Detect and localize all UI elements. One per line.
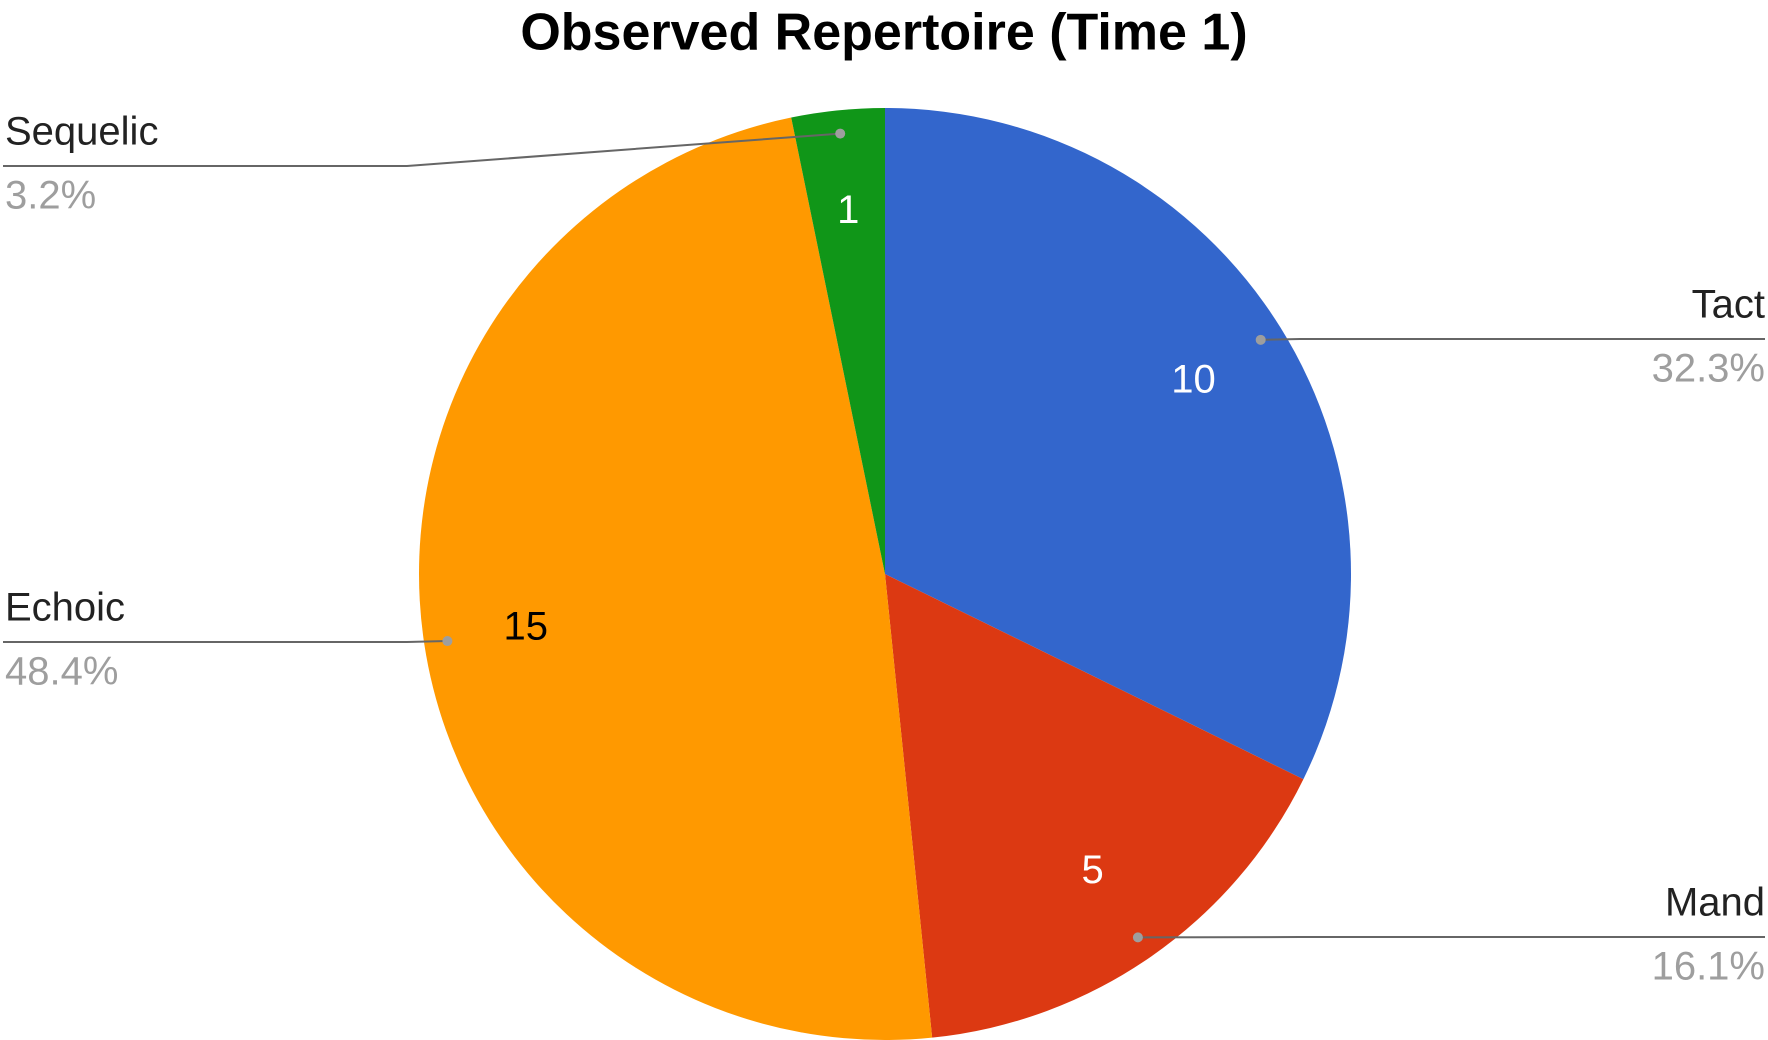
percent-label: 32.3%	[1652, 347, 1765, 391]
leader-line	[1260, 338, 1765, 341]
legend-label: Echoic	[5, 586, 125, 630]
leader-dot	[835, 128, 846, 139]
value-label: 1	[837, 188, 859, 232]
value-label: 5	[1082, 848, 1104, 892]
value-label: 15	[503, 605, 548, 649]
leader-line	[3, 132, 841, 167]
legend-label: Mand	[1665, 881, 1765, 925]
pie-slice	[885, 574, 1304, 1038]
percent-label: 48.4%	[5, 650, 118, 694]
pie-slice	[885, 108, 1352, 780]
leader-dot	[1132, 932, 1143, 943]
chart-title: Observed Repertoire (Time 1)	[520, 4, 1247, 62]
leader-dot	[442, 636, 453, 647]
pie-slice	[791, 108, 885, 574]
leader-line	[3, 640, 448, 643]
leader-dot	[1255, 334, 1266, 345]
percent-label: 16.1%	[1652, 945, 1765, 989]
legend-label: Tact	[1692, 283, 1765, 327]
legend-label: Sequelic	[5, 110, 158, 154]
value-label: 10	[1171, 357, 1216, 401]
pie-slice	[419, 117, 933, 1040]
percent-label: 3.2%	[5, 174, 96, 218]
